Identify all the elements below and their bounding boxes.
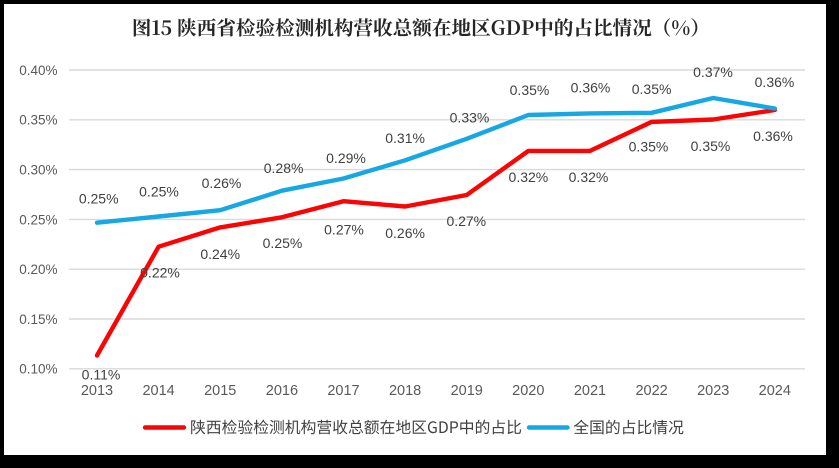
svg-text:0.26%: 0.26% bbox=[385, 225, 425, 241]
svg-text:2013: 2013 bbox=[81, 383, 113, 399]
svg-text:0.11%: 0.11% bbox=[82, 367, 121, 383]
svg-text:2016: 2016 bbox=[266, 383, 298, 399]
svg-text:0.35%: 0.35% bbox=[510, 82, 550, 98]
svg-text:0.37%: 0.37% bbox=[693, 64, 733, 80]
svg-text:0.35%: 0.35% bbox=[691, 138, 731, 154]
svg-text:0.20%: 0.20% bbox=[19, 262, 57, 277]
svg-text:0.25%: 0.25% bbox=[139, 184, 179, 200]
svg-text:0.33%: 0.33% bbox=[450, 110, 490, 126]
svg-text:2015: 2015 bbox=[204, 383, 236, 399]
svg-text:2019: 2019 bbox=[451, 383, 483, 399]
svg-text:0.10%: 0.10% bbox=[19, 362, 57, 377]
svg-text:2022: 2022 bbox=[635, 383, 667, 399]
svg-text:2014: 2014 bbox=[142, 383, 174, 399]
svg-text:0.25%: 0.25% bbox=[79, 191, 119, 207]
svg-text:2017: 2017 bbox=[327, 383, 359, 399]
svg-text:0.35%: 0.35% bbox=[19, 113, 57, 128]
svg-text:0.35%: 0.35% bbox=[629, 139, 669, 155]
svg-text:2023: 2023 bbox=[697, 383, 729, 399]
svg-text:0.15%: 0.15% bbox=[19, 312, 57, 327]
svg-text:2018: 2018 bbox=[389, 383, 421, 399]
svg-text:2020: 2020 bbox=[512, 383, 544, 399]
svg-text:0.40%: 0.40% bbox=[19, 63, 57, 78]
svg-text:0.29%: 0.29% bbox=[326, 150, 366, 166]
svg-text:0.22%: 0.22% bbox=[140, 265, 180, 281]
svg-text:0.32%: 0.32% bbox=[569, 169, 609, 185]
svg-text:0.36%: 0.36% bbox=[755, 74, 795, 90]
svg-text:0.24%: 0.24% bbox=[200, 246, 240, 262]
svg-text:0.36%: 0.36% bbox=[753, 128, 793, 144]
svg-text:2021: 2021 bbox=[574, 383, 606, 399]
svg-text:0.36%: 0.36% bbox=[571, 80, 611, 96]
svg-text:0.25%: 0.25% bbox=[19, 212, 57, 227]
svg-text:0.27%: 0.27% bbox=[324, 222, 364, 238]
svg-text:0.26%: 0.26% bbox=[202, 175, 242, 191]
svg-text:0.25%: 0.25% bbox=[263, 235, 303, 251]
svg-text:0.28%: 0.28% bbox=[264, 160, 304, 176]
svg-text:0.27%: 0.27% bbox=[446, 213, 486, 229]
svg-text:0.32%: 0.32% bbox=[509, 169, 549, 185]
svg-text:0.35%: 0.35% bbox=[632, 81, 672, 97]
svg-text:0.30%: 0.30% bbox=[19, 163, 57, 178]
svg-text:2024: 2024 bbox=[759, 383, 791, 399]
svg-text:0.31%: 0.31% bbox=[385, 130, 425, 146]
